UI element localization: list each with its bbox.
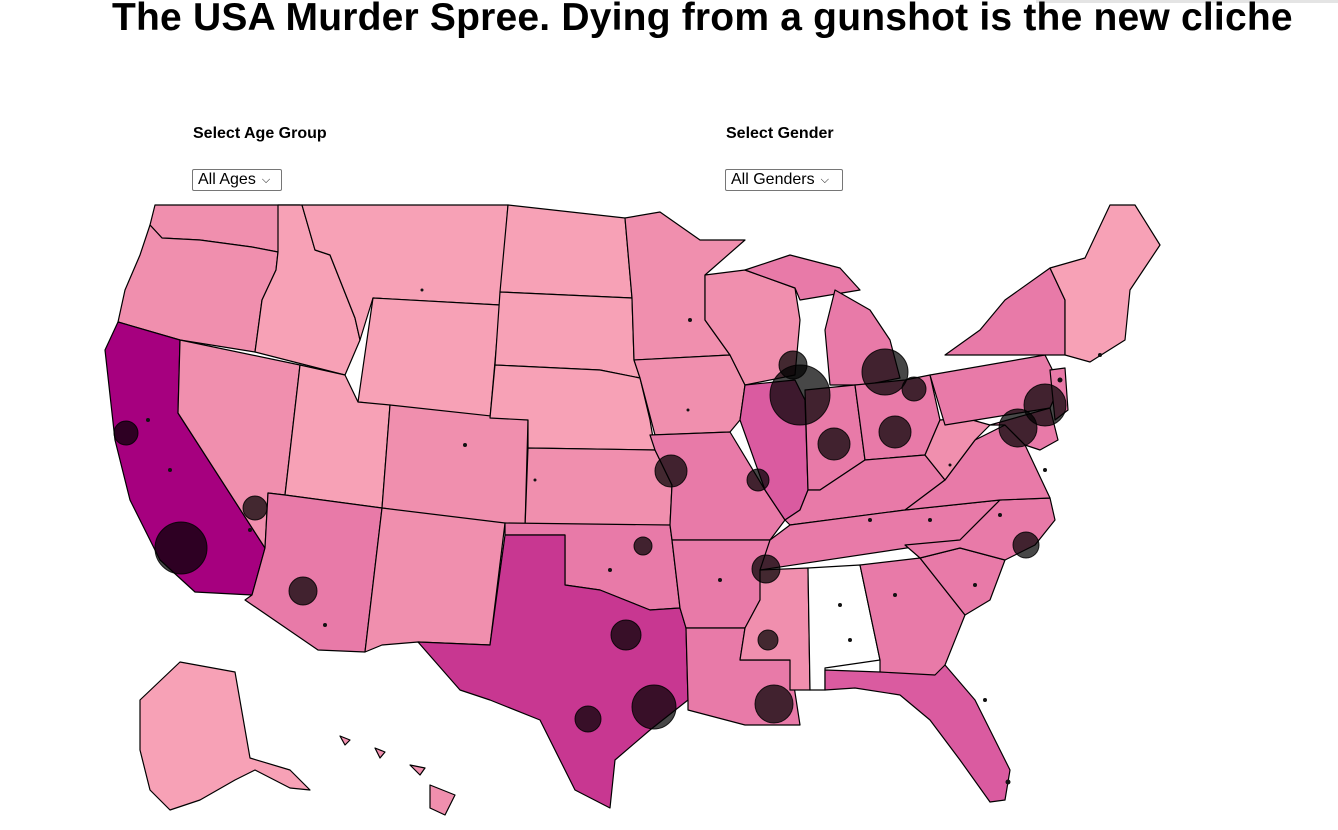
age-group-select[interactable]: All Ages ⌵ [192,169,282,191]
bubble-san-antonio [574,705,602,733]
state-alaska[interactable] [139,661,311,811]
gender-selected-value: All Genders [731,171,815,188]
bubble-baltimore [998,408,1038,448]
state-new-england[interactable] [1049,204,1161,363]
state-kansas[interactable] [524,447,673,529]
bubble-indianapolis [817,427,851,461]
bubble-las-vegas [242,495,268,521]
age-group-selected-value: All Ages [198,171,256,188]
bubble-phoenix [288,576,318,606]
bubble-detroit [861,348,909,396]
chevron-down-icon: ⌵ [261,173,271,186]
bubble-st-louis [746,468,770,492]
bubble-milwaukee [778,350,808,380]
murder-bubbles [113,348,1067,733]
state-colorado[interactable] [381,404,529,529]
page-title: The USA Murder Spree. Dying from a gunsh… [112,0,1293,39]
state-michigan-upper[interactable] [744,254,861,301]
state-wyoming[interactable] [357,297,501,419]
gender-label: Select Gender [726,125,834,142]
state-north-dakota[interactable] [499,204,633,299]
bubble-oakland [113,420,139,446]
state-south-dakota[interactable] [494,291,641,379]
bubble-cleveland [901,376,927,402]
state-texas[interactable] [417,534,689,809]
bubble-columbus [878,415,912,449]
bubble-los-angeles [154,521,208,575]
age-group-label: Select Age Group [193,125,327,142]
bubble-philadelphia [1023,383,1067,427]
bubble-new-orleans [754,684,794,724]
browser-edge-bar [1036,0,1338,3]
state-florida[interactable] [824,664,1011,803]
bubble-kansas-city [654,454,688,488]
bubble-memphis [751,554,781,584]
bubble-oklahoma-city [633,536,653,556]
state-new-mexico[interactable] [364,507,506,653]
bubble-raleigh [1012,531,1040,559]
bubble-houston [631,684,677,730]
small-city-dots [146,288,1102,785]
state-new-york[interactable] [944,267,1066,356]
gender-select[interactable]: All Genders ⌵ [725,169,843,191]
chevron-down-icon: ⌵ [820,173,829,186]
state-hawaii[interactable] [339,735,456,816]
bubble-dallas [610,619,642,651]
bubble-jackson [757,629,779,651]
